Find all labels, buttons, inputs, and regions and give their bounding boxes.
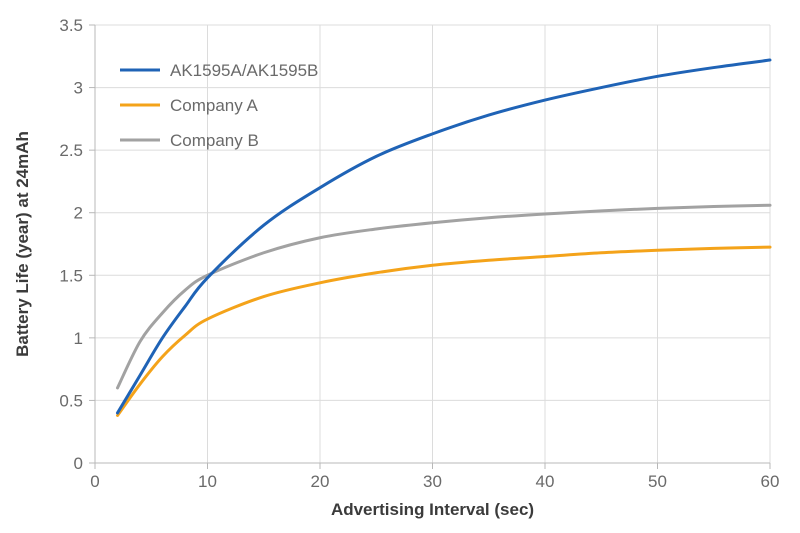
chart-svg: 0 10 20 30 40 50 60 0 0.5 1 1.5 2 2.5 3 3.5 Advertising… bbox=[0, 0, 800, 533]
y-tick-label: 1.5 bbox=[59, 266, 83, 285]
battery-life-chart: 0 10 20 30 40 50 60 0 0.5 1 1.5 2 2.5 3 3.5 Advertising… bbox=[0, 0, 800, 533]
legend-label: Company B bbox=[170, 131, 259, 150]
x-tick-label: 0 bbox=[90, 472, 99, 491]
x-tick-label: 20 bbox=[311, 472, 330, 491]
legend-label: Company A bbox=[170, 96, 259, 115]
x-tick-label: 50 bbox=[648, 472, 667, 491]
x-axis-label: Advertising Interval (sec) bbox=[331, 500, 534, 519]
x-tick-label: 10 bbox=[198, 472, 217, 491]
y-tick-label: 2 bbox=[74, 204, 83, 223]
y-tick-label: 1 bbox=[74, 329, 83, 348]
x-tick-label: 40 bbox=[536, 472, 555, 491]
chart-bg bbox=[0, 0, 800, 533]
legend-label: AK1595A/AK1595B bbox=[170, 61, 318, 80]
y-tick-label: 3.5 bbox=[59, 16, 83, 35]
y-tick-label: 0 bbox=[74, 454, 83, 473]
y-axis-label: Battery Life (year) at 24mAh bbox=[13, 131, 32, 357]
x-tick-label: 30 bbox=[423, 472, 442, 491]
y-tick-label: 0.5 bbox=[59, 391, 83, 410]
x-tick-label: 60 bbox=[761, 472, 780, 491]
y-tick-label: 3 bbox=[74, 79, 83, 98]
y-tick-label: 2.5 bbox=[59, 141, 83, 160]
